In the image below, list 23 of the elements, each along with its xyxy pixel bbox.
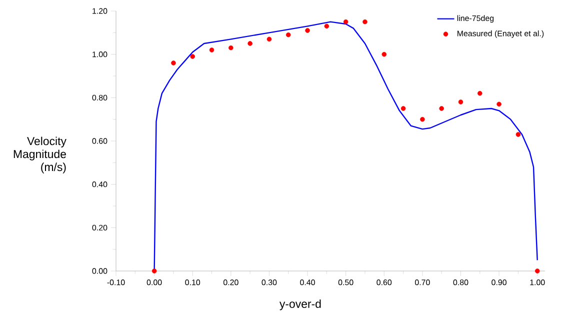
point [439, 106, 444, 111]
point [458, 100, 464, 104]
point [400, 106, 406, 111]
point [248, 41, 252, 46]
point [266, 36, 272, 42]
point [496, 102, 502, 107]
point [209, 48, 214, 52]
x-axis-title: y-over-d [279, 300, 321, 310]
point [478, 90, 482, 96]
point [343, 19, 348, 24]
point [228, 45, 234, 50]
point [420, 116, 425, 122]
point [324, 24, 330, 29]
point [152, 268, 157, 274]
point [171, 60, 176, 66]
point [362, 19, 368, 24]
point [190, 54, 195, 59]
point [286, 32, 291, 38]
point [382, 52, 387, 57]
y-axis-title: Velocity Magnitude (m/s) [14, 136, 66, 174]
point [516, 132, 521, 137]
point [534, 268, 540, 274]
point [305, 28, 310, 33]
